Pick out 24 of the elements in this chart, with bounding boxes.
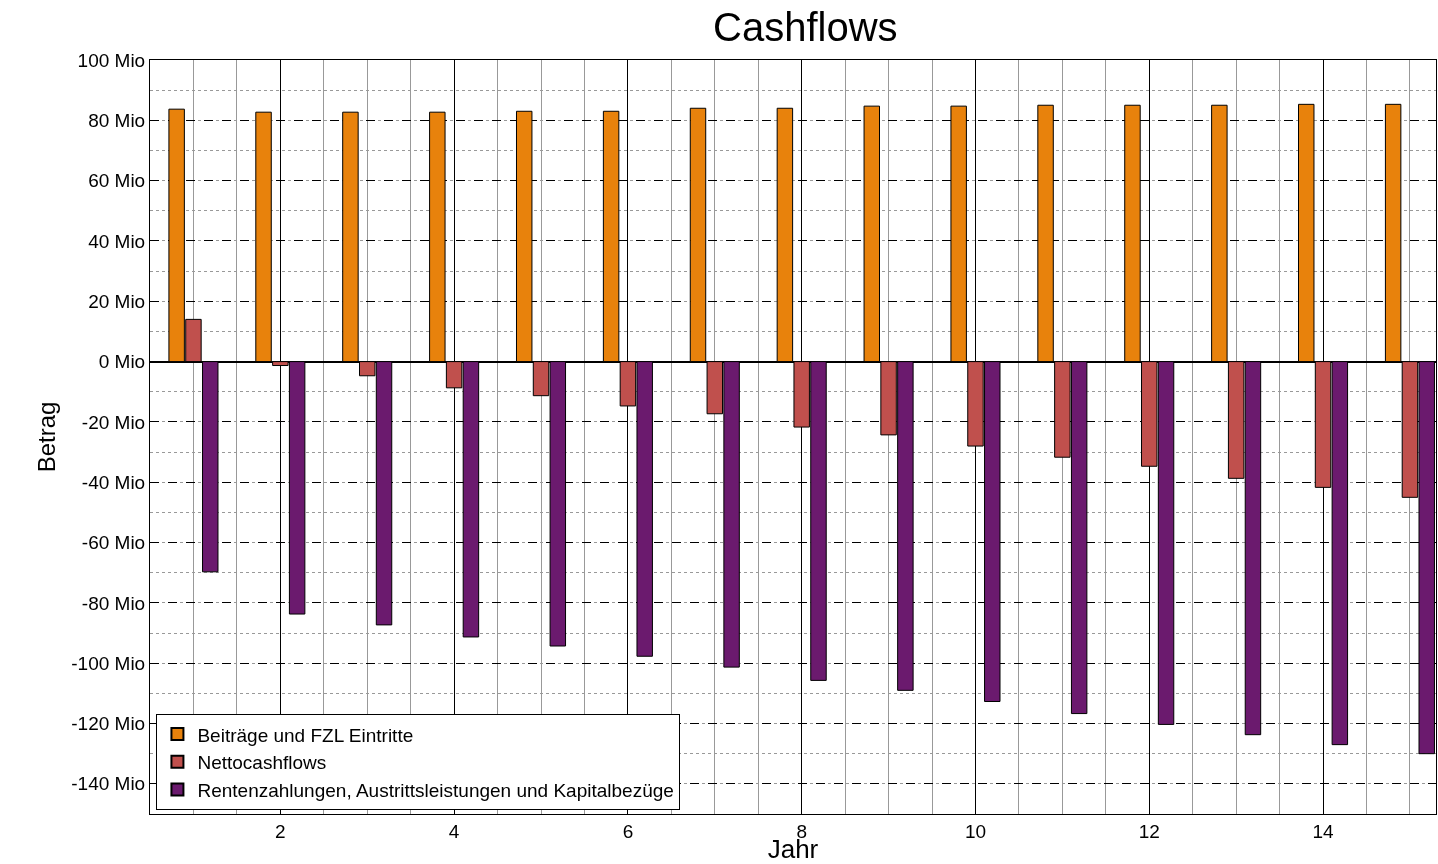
x-tick-label: 2 <box>275 820 286 842</box>
y-tick-label: 20 Mio <box>88 290 146 312</box>
y-tick-label: -120 Mio <box>71 713 146 735</box>
y-tick-label: -140 Mio <box>71 773 146 795</box>
x-tick-label: 4 <box>448 820 460 842</box>
x-tick-label: 14 <box>1312 820 1335 842</box>
chart-title: Cashflows <box>713 4 898 49</box>
y-tick-label: -40 Mio <box>81 471 146 493</box>
y-tick-label: 80 Mio <box>88 109 146 131</box>
y-tick-label: 40 Mio <box>88 230 146 252</box>
y-tick-label: -60 Mio <box>81 532 146 554</box>
y-tick-label: -80 Mio <box>81 592 146 614</box>
y-tick-label: -100 Mio <box>71 652 146 674</box>
y-tick-label: -20 Mio <box>81 411 146 433</box>
legend-label: Nettocashflows <box>197 752 327 774</box>
legend-label: Beiträge und FZL Eintritte <box>197 724 414 746</box>
x-tick-label: 6 <box>622 820 634 842</box>
x-tick-label: 10 <box>964 820 987 842</box>
y-tick-label: 100 Mio <box>77 49 146 71</box>
y-tick-label: 0 Mio <box>98 351 146 373</box>
x-tick-label: 12 <box>1138 820 1160 842</box>
y-tick-label: 60 Mio <box>88 170 146 192</box>
y-axis-title: Betrag <box>33 401 61 473</box>
legend-label: Rentenzahlungen, Austrittsleistungen und Kapitalbezüge <box>197 779 674 801</box>
